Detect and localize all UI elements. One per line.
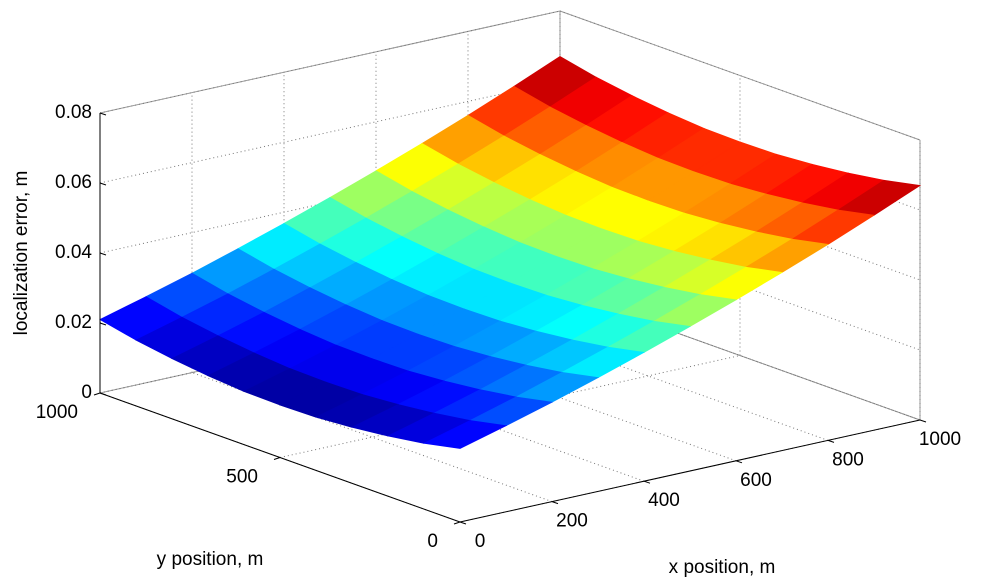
y-tick-label: 0: [427, 531, 438, 552]
x-tick: [459, 521, 467, 525]
z-tick: [99, 112, 107, 116]
y-tick: [93, 392, 101, 396]
z-tick-label: 0.02: [55, 312, 92, 333]
grid-line: [99, 10, 561, 114]
y-tick: [453, 521, 461, 525]
grid-line: [99, 80, 561, 184]
z-tick-label: 0.04: [55, 242, 92, 263]
y-tick: [273, 457, 281, 460]
z-axis-label: localization error, m: [11, 171, 32, 336]
x-tick-label: 0: [475, 531, 486, 552]
x-tick: [919, 419, 927, 423]
x-tick-label: 400: [648, 490, 680, 511]
x-tick: [643, 480, 651, 484]
x-axis-label: x position, m: [669, 557, 776, 578]
z-tick-label: 0: [81, 382, 92, 403]
x-tick-label: 200: [556, 511, 588, 532]
y-tick-label: 500: [226, 467, 258, 488]
x-axis: [459, 419, 921, 523]
z-tick: [99, 182, 107, 186]
y-axis-label: y position, m: [157, 549, 264, 570]
z-tick: [99, 252, 107, 256]
grid-line: [279, 355, 741, 458]
y-axis: [99, 392, 461, 523]
z-tick: [99, 322, 107, 326]
x-tick-label: 1000: [919, 429, 961, 450]
x-tick: [551, 501, 559, 505]
z-tick-label: 0.06: [55, 172, 92, 193]
x-tick: [827, 439, 835, 443]
x-tick-label: 800: [832, 449, 864, 470]
axes: 020040060080010000500100000.020.040.060.…: [36, 102, 961, 552]
box-edge: [559, 10, 921, 141]
z-tick-label: 0.08: [55, 102, 92, 123]
x-tick-label: 600: [740, 470, 772, 491]
surface: [99, 56, 922, 449]
surface-cell: [422, 420, 508, 449]
x-tick: [735, 460, 743, 464]
y-tick-label: 1000: [36, 402, 78, 423]
